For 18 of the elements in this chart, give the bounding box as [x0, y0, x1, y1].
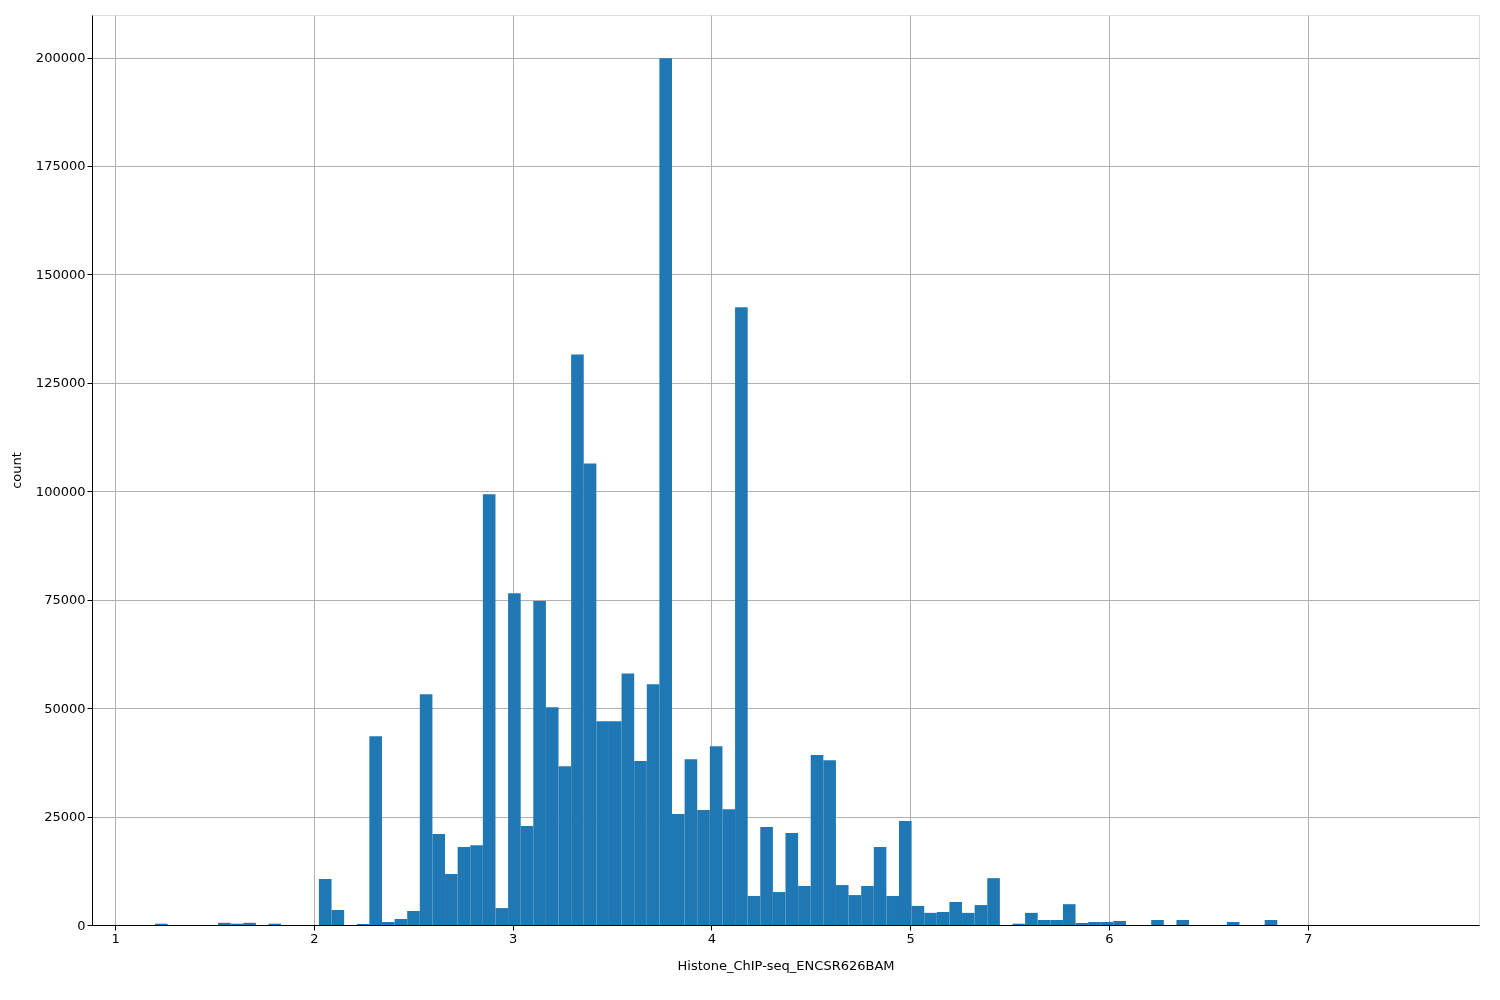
x-tick-label: 1 [111, 930, 120, 946]
y-tick-label: 0 [77, 917, 86, 933]
y-tick-label: 75000 [44, 592, 86, 608]
y-tick-label: 100000 [35, 483, 86, 499]
x-tick-label: 7 [1304, 930, 1313, 946]
x-tick-label: 6 [1105, 930, 1114, 946]
y-tick-label: 150000 [35, 266, 86, 282]
y-axis-title: count [8, 452, 24, 489]
x-axis-title: Histone_ChIP-seq_ENCSR626BAM [677, 957, 895, 973]
y-tick-label: 200000 [35, 50, 86, 66]
y-tick-label: 175000 [35, 158, 86, 174]
x-tick-label: 4 [707, 930, 717, 946]
y-tick-label: 50000 [44, 700, 86, 716]
x-tick-label: 2 [310, 930, 319, 946]
x-tick-label: 5 [906, 930, 915, 946]
y-tick-label: 125000 [35, 375, 86, 391]
x-tick-label: 3 [509, 930, 518, 946]
y-tick-label: 25000 [44, 809, 86, 825]
